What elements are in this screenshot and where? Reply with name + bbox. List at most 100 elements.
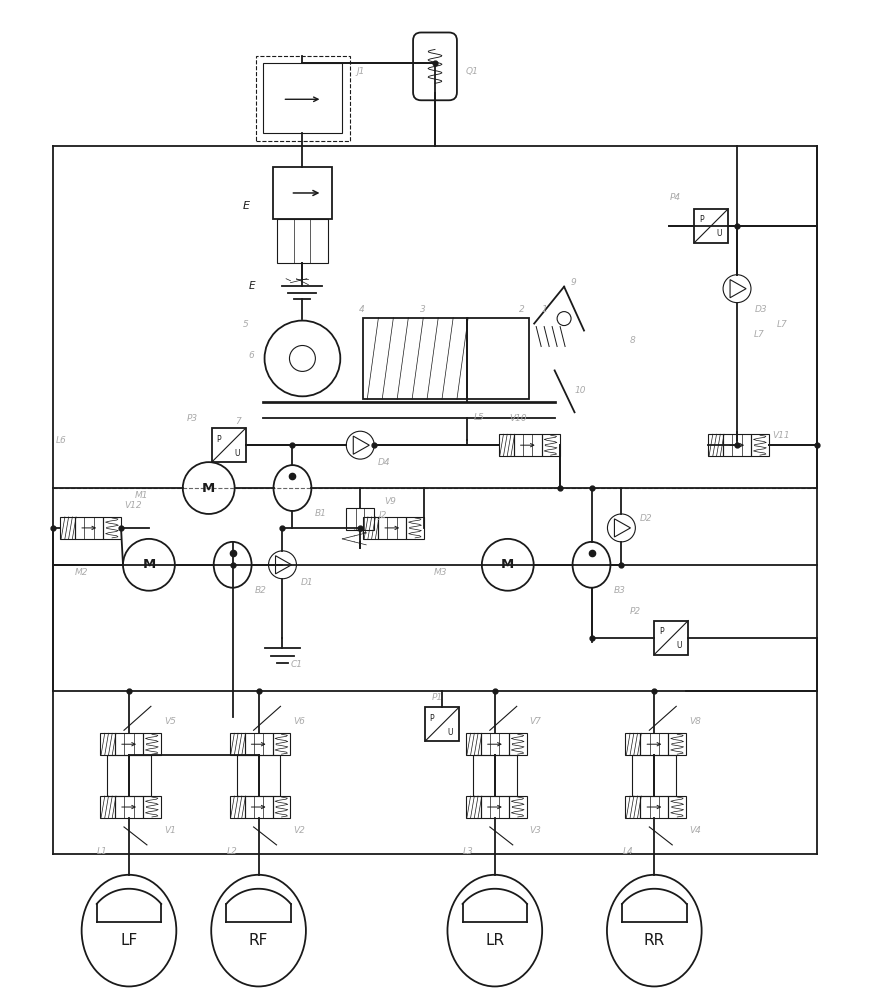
Text: M: M [142,558,156,571]
Text: V1: V1 [164,826,176,835]
Text: L1: L1 [97,847,108,856]
Bar [542,434,559,456]
Bar [625,733,640,755]
Text: P2: P2 [630,607,640,616]
Text: V6: V6 [294,717,306,726]
Text: M3: M3 [434,568,448,577]
Text: L4: L4 [623,847,633,856]
Text: L7: L7 [754,330,765,339]
Text: U: U [234,449,240,458]
Bar [378,517,406,539]
Text: V5: V5 [164,717,176,726]
Bar [499,434,514,456]
Bar [143,796,161,818]
Text: 2: 2 [519,305,525,314]
Bar [273,167,333,219]
Bar [425,707,459,741]
Text: L5: L5 [473,413,484,422]
Bar [481,796,509,818]
Text: LR: LR [485,933,504,948]
Bar [115,733,143,755]
Bar [406,517,424,539]
Bar [723,434,751,456]
Bar [60,517,75,539]
Text: C1: C1 [290,660,302,669]
Text: U: U [716,229,722,238]
Text: V3: V3 [530,826,542,835]
Bar [640,733,668,755]
Bar [509,733,527,755]
Text: P: P [699,215,704,224]
Text: M: M [501,558,515,571]
Text: V2: V2 [294,826,306,835]
Text: B1: B1 [314,509,327,518]
Bar [468,318,530,399]
Bar [276,219,328,263]
Text: P: P [429,714,435,723]
Bar [481,733,509,755]
Text: Q1: Q1 [466,67,479,76]
Text: V11: V11 [772,431,789,440]
Text: P1: P1 [432,693,443,702]
Bar [363,517,378,539]
Bar [509,796,527,818]
Bar [466,733,481,755]
Text: 6: 6 [248,351,254,360]
Text: J2: J2 [378,511,387,520]
Text: U: U [447,728,453,737]
Bar [115,796,143,818]
Bar [473,755,517,796]
Text: P3: P3 [186,414,198,423]
Text: 3: 3 [420,305,426,314]
Text: L2: L2 [226,847,238,856]
Text: M2: M2 [75,568,89,577]
Bar [708,434,723,456]
Text: P4: P4 [669,193,680,202]
Text: L3: L3 [463,847,474,856]
Text: D1: D1 [300,578,313,587]
Text: V7: V7 [530,717,542,726]
Bar [100,733,115,755]
Bar [514,434,542,456]
Text: V4: V4 [689,826,701,835]
Text: 7: 7 [236,417,241,426]
Bar [347,508,375,530]
Text: P: P [659,627,664,636]
Bar [75,517,103,539]
Text: 1: 1 [541,305,547,314]
Bar [668,733,686,755]
Text: 10: 10 [575,386,586,395]
Bar [751,434,769,456]
Text: D3: D3 [755,305,767,314]
Bar [262,63,342,133]
Text: 5: 5 [243,320,248,329]
Bar [245,733,273,755]
Bar [255,56,350,141]
Bar [273,796,290,818]
Text: D4: D4 [378,458,391,467]
Bar [466,796,481,818]
Bar [212,428,246,462]
Text: L7: L7 [777,320,787,329]
Text: E: E [243,201,250,211]
Text: J1: J1 [356,67,365,76]
Bar [668,796,686,818]
Text: RF: RF [249,933,268,948]
Bar [100,796,115,818]
Text: V9: V9 [384,497,396,506]
Bar [694,209,728,243]
Bar [632,755,676,796]
Text: L6: L6 [57,436,67,445]
Text: D2: D2 [639,514,652,523]
Text: 9: 9 [571,278,577,287]
Text: V10: V10 [510,414,527,423]
Bar [362,318,468,399]
Bar [230,796,245,818]
Bar [237,755,280,796]
Bar [654,621,688,655]
Bar [245,796,273,818]
Text: RR: RR [644,933,665,948]
Text: V12: V12 [124,501,142,510]
Text: U: U [677,641,682,650]
Bar [103,517,121,539]
